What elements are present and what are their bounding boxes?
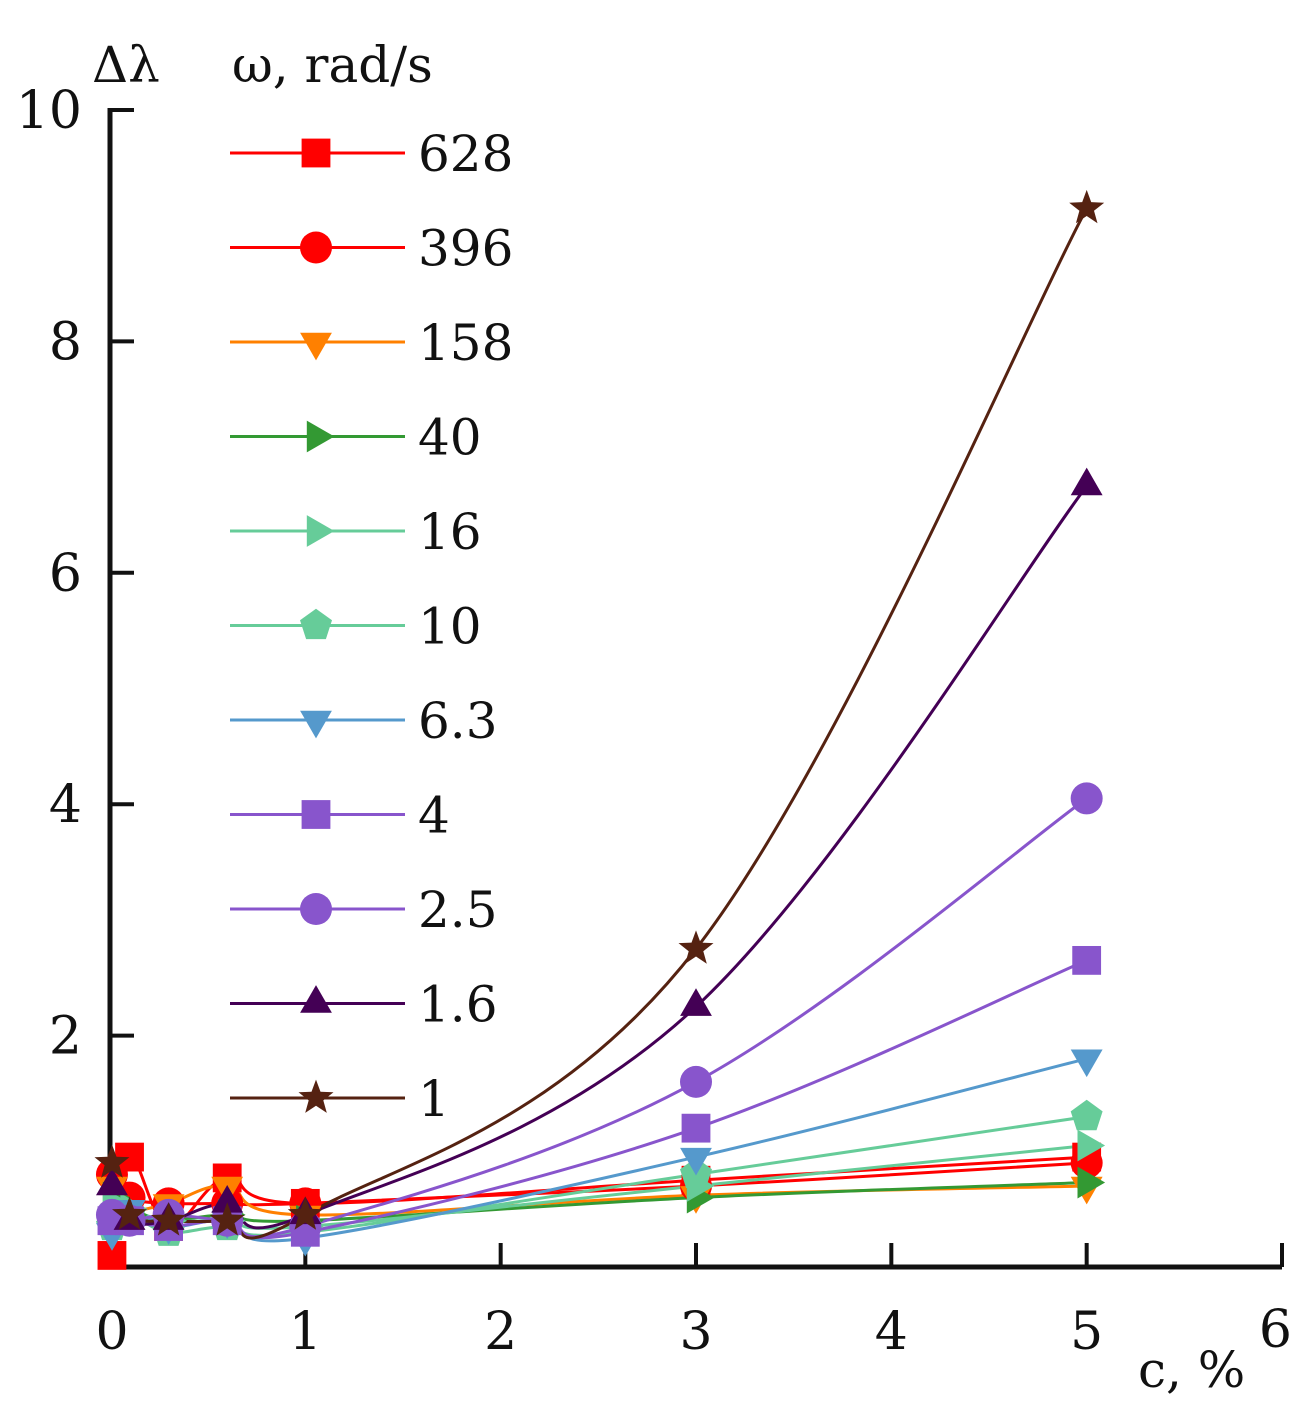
y-tick-label: 8 [49, 312, 82, 372]
legend-label: 16 [418, 503, 482, 561]
legend-marker [301, 800, 331, 829]
legend-marker [300, 332, 332, 361]
legend-item: 396 [230, 220, 513, 278]
y-tick-label: 6 [49, 544, 82, 604]
legend-marker [306, 515, 335, 547]
data-point-10 [1070, 1099, 1103, 1131]
data-point-4 [1072, 945, 1102, 975]
data-point-1.6 [96, 1167, 128, 1196]
legend-item: 1 [230, 1070, 450, 1128]
legend-item: 1.6 [230, 976, 498, 1034]
data-point-6.3 [1070, 1049, 1103, 1078]
legend-item: 16 [230, 503, 482, 561]
data-point-1 [94, 1144, 130, 1178]
legend-marker [300, 710, 332, 739]
legend: 628 396 158 40 16 10 6.3 4 2.5 1.6 1 [230, 125, 513, 1128]
x-tick-label: 6 [1259, 1300, 1292, 1360]
x-tick-label: 0 [95, 1302, 128, 1362]
x-axis-label: c, % [1138, 1341, 1245, 1399]
data-point-1 [678, 930, 714, 964]
legend-label: 2.5 [418, 881, 498, 939]
y-tick-label: 10 [16, 81, 82, 141]
data-point-2.5 [680, 1065, 712, 1098]
data-point-1 [112, 1196, 147, 1230]
x-tick-label: 1 [289, 1302, 322, 1362]
data-point-1.6 [680, 988, 712, 1016]
data-point-16 [1077, 1129, 1106, 1162]
data-point-2.5 [1070, 782, 1103, 815]
legend-label: 40 [418, 409, 482, 467]
y-tick-label: 4 [49, 775, 82, 835]
legend-label: 10 [418, 598, 482, 656]
x-tick-label: 3 [679, 1302, 712, 1362]
legend-marker [300, 608, 332, 640]
data-point-1 [1069, 189, 1105, 224]
data-point-1 [287, 1196, 323, 1230]
data-point-1 [209, 1202, 245, 1236]
legend-item: 40 [230, 409, 482, 467]
series-markers [94, 189, 1106, 1270]
legend-item: 158 [230, 314, 513, 372]
legend-marker [300, 893, 332, 925]
data-point-4 [681, 1113, 711, 1143]
x-tick-label: 2 [484, 1302, 517, 1362]
legend-item: 2.5 [230, 881, 498, 939]
legend-marker [298, 1079, 334, 1113]
legend-item: 6.3 [230, 692, 498, 750]
axes: 0 1 2 3 4 5 6 2 4 6 8 10 [16, 81, 1292, 1362]
x-tick-label: 5 [1070, 1302, 1103, 1362]
data-point-6.3 [680, 1147, 712, 1176]
data-point-1 [151, 1202, 187, 1236]
legend-marker [300, 231, 332, 264]
legend-label: 1 [418, 1070, 450, 1128]
legend-item: 4 [230, 787, 450, 845]
series-line-6.3 [110, 1057, 1088, 1243]
data-point-40 [1077, 1166, 1106, 1199]
data-point-1.6 [211, 1185, 244, 1213]
series-line-10 [110, 1115, 1087, 1237]
legend-marker [301, 138, 331, 168]
legend-label: 4 [418, 787, 450, 845]
legend-label: 628 [418, 125, 513, 183]
legend-item: 10 [230, 598, 482, 656]
legend-item: 628 [230, 125, 513, 183]
legend-label: 396 [418, 220, 513, 278]
y-tick-label: 2 [49, 1007, 82, 1067]
legend-label: 158 [418, 314, 513, 372]
x-tick-label: 4 [875, 1302, 908, 1362]
legend-marker [306, 420, 335, 453]
legend-marker [300, 985, 332, 1013]
data-point-1.6 [1070, 467, 1103, 496]
legend-label: 1.6 [418, 976, 498, 1034]
y-axis-label: Δλ [92, 36, 160, 94]
legend-title: ω, rad/s [232, 36, 433, 94]
legend-label: 6.3 [418, 692, 498, 750]
series-line-1.6 [110, 485, 1088, 1230]
